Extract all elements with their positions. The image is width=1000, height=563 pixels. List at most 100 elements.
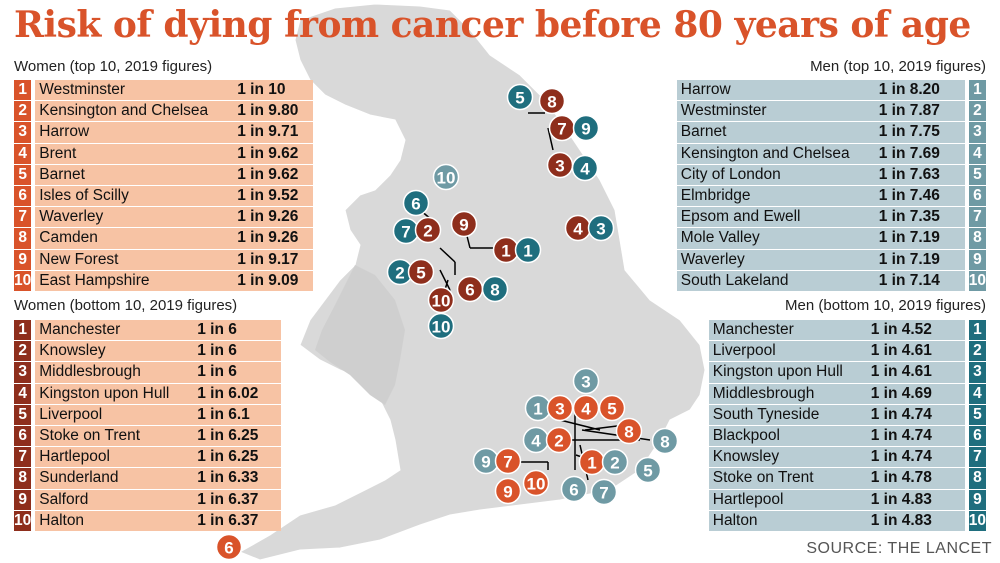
risk-value: 1 in 9.62 xyxy=(233,164,314,185)
place-name: Barnet xyxy=(676,122,875,143)
risk-value: 1 in 4.61 xyxy=(866,341,965,362)
marker-label: 5 xyxy=(607,400,616,419)
marker-label: 8 xyxy=(624,423,633,442)
marker-label: 4 xyxy=(581,400,591,419)
place-name: South Lakeland xyxy=(676,270,875,291)
table-row: 8 Sunderland 1 in 6.33 xyxy=(14,468,282,489)
table-row: 10 East Hampshire 1 in 9.09 xyxy=(14,270,314,291)
marker-label: 4 xyxy=(531,432,541,451)
rank-number: 4 xyxy=(968,383,986,404)
risk-value: 1 in 6.25 xyxy=(193,447,282,468)
spacer xyxy=(31,468,36,489)
marker-label: 9 xyxy=(503,483,512,502)
marker-label: 6 xyxy=(411,195,420,214)
marker-circle xyxy=(215,533,243,561)
marker-label: 10 xyxy=(437,169,456,188)
marker-label: 9 xyxy=(459,216,468,235)
risk-value: 1 in 9.71 xyxy=(233,122,314,143)
risk-value: 1 in 4.69 xyxy=(866,383,965,404)
marker-label: 5 xyxy=(515,89,524,108)
rank-number: 5 xyxy=(968,164,986,185)
place-name: Waverley xyxy=(676,249,875,270)
map-marker-men-bottom: 3 xyxy=(587,214,615,242)
marker-circle xyxy=(545,426,573,454)
marker-label: 3 xyxy=(555,157,564,176)
marker-circle xyxy=(538,87,566,115)
risk-value: 1 in 4.78 xyxy=(866,468,965,489)
spacer xyxy=(964,164,969,185)
rank-number: 1 xyxy=(968,320,986,341)
table-row: Middlesbrough 1 in 4.69 4 xyxy=(708,383,986,404)
marker-circle xyxy=(572,394,600,422)
rank-number: 5 xyxy=(14,164,32,185)
marker-label: 8 xyxy=(547,93,556,112)
men-top-heading: Men (top 10, 2019 figures) xyxy=(810,58,986,75)
table-row: Manchester 1 in 4.52 1 xyxy=(708,320,986,341)
place-name: South Tyneside xyxy=(708,404,867,425)
rank-number: 1 xyxy=(968,80,986,101)
table-row: 2 Knowsley 1 in 6 xyxy=(14,341,282,362)
rank-number: 7 xyxy=(14,447,32,468)
spacer xyxy=(964,207,969,228)
table-row: Stoke on Trent 1 in 4.78 8 xyxy=(708,468,986,489)
place-name: Hartlepool xyxy=(708,489,867,510)
marker-label: 3 xyxy=(555,400,564,419)
risk-value: 1 in 4.83 xyxy=(866,489,965,510)
rank-number: 10 xyxy=(968,270,986,291)
marker-label: 1 xyxy=(501,242,510,261)
place-name: Blackpool xyxy=(708,425,867,447)
spacer xyxy=(31,80,36,101)
spacer xyxy=(964,510,969,531)
marker-circle xyxy=(402,189,430,217)
table-row: Kensington and Chelsea 1 in 7.69 4 xyxy=(676,143,986,164)
table-row: South Lakeland 1 in 7.14 10 xyxy=(676,270,986,291)
place-name: Isles of Scilly xyxy=(35,185,234,207)
spacer xyxy=(31,404,36,425)
marker-circle xyxy=(560,475,588,503)
marker-circle xyxy=(571,154,599,182)
map-marker-women-top: 9 xyxy=(494,477,522,505)
risk-value: 1 in 6.1 xyxy=(193,404,282,425)
risk-value: 1 in 7.46 xyxy=(874,185,965,207)
place-name: Liverpool xyxy=(708,341,867,362)
marker-circle xyxy=(587,214,615,242)
source-credit: SOURCE: THE LANCET xyxy=(806,540,992,557)
spacer xyxy=(964,270,969,291)
map-marker-women-top: 10 xyxy=(522,469,550,497)
men-top-table: Harrow 1 in 8.20 1 Westminster 1 in 7.87 2 Bar… xyxy=(676,79,986,292)
place-name: Waverley xyxy=(35,207,234,228)
spacer xyxy=(31,228,36,249)
spacer xyxy=(964,101,969,122)
rank-number: 6 xyxy=(14,425,32,447)
marker-circle xyxy=(590,478,618,506)
rank-number: 6 xyxy=(14,185,32,207)
risk-value: 1 in 9.26 xyxy=(233,207,314,228)
spacer xyxy=(31,447,36,468)
place-name: Middlesbrough xyxy=(35,362,194,383)
place-name: East Hampshire xyxy=(35,270,234,291)
map-marker-women-bottom: 4 xyxy=(564,214,592,242)
spacer xyxy=(31,101,36,122)
map-marker-women-top: 5 xyxy=(598,394,626,422)
map-marker-men-bottom: 10 xyxy=(427,312,455,340)
risk-value: 1 in 9.09 xyxy=(233,270,314,291)
map-marker-men-top: 5 xyxy=(634,456,662,484)
spacer xyxy=(31,122,36,143)
marker-label: 7 xyxy=(503,453,512,472)
place-name: Elmbridge xyxy=(676,185,875,207)
spacer xyxy=(964,447,969,468)
risk-value: 1 in 7.35 xyxy=(874,207,965,228)
place-name: Harrow xyxy=(676,80,875,101)
map-marker-women-bottom: 7 xyxy=(548,114,576,142)
marker-circle xyxy=(572,114,600,142)
risk-value: 1 in 7.63 xyxy=(874,164,965,185)
map-marker-women-bottom: 8 xyxy=(538,87,566,115)
risk-value: 1 in 4.74 xyxy=(866,425,965,447)
page-title: Risk of dying from cancer before 80 year… xyxy=(14,4,971,46)
map-marker-men-bottom: 4 xyxy=(571,154,599,182)
rank-number: 3 xyxy=(14,122,32,143)
spacer xyxy=(31,320,36,341)
marker-label: 3 xyxy=(596,220,605,239)
rank-number: 7 xyxy=(968,207,986,228)
marker-circle xyxy=(432,163,460,191)
